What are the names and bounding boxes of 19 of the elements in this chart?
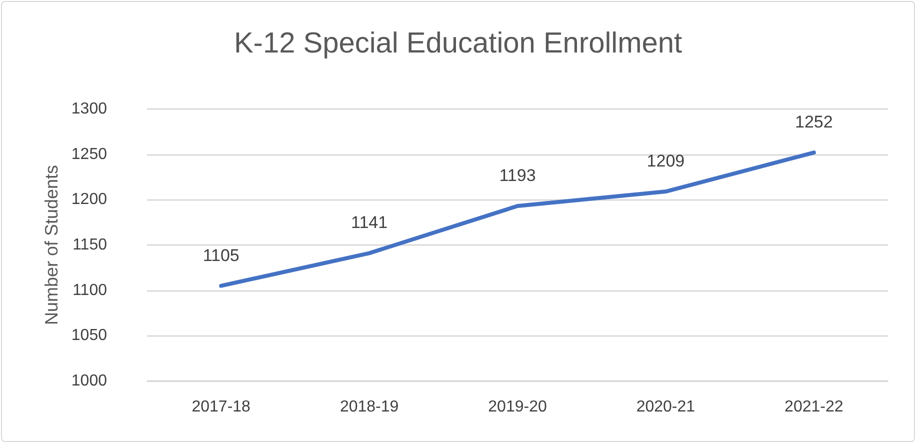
y-tick-label: 1000 [71,372,108,390]
x-tick-label: 2019-20 [488,398,547,416]
y-axis-title: Number of Students [42,164,62,326]
y-tick-label: 1050 [71,327,108,344]
x-tick-label: 2021-22 [784,398,844,416]
y-tick-label: 1200 [71,191,108,208]
y-tick-label: 1100 [72,282,108,299]
y-tick-label: 1250 [71,146,108,163]
x-tick-label: 2018-19 [340,398,399,416]
chart-title: K-12 Special Education Enrollment [234,28,682,60]
y-tick-label: 1300 [71,100,108,118]
x-tick-label: 2017-18 [192,398,251,416]
y-tick-label: 1150 [72,236,108,254]
data-label: 1252 [794,112,833,132]
data-label: 1209 [646,152,685,171]
x-tick-label: 2020-21 [636,398,696,416]
data-label: 1105 [202,246,240,265]
data-label: 1141 [351,213,388,232]
data-label: 1193 [499,166,536,186]
